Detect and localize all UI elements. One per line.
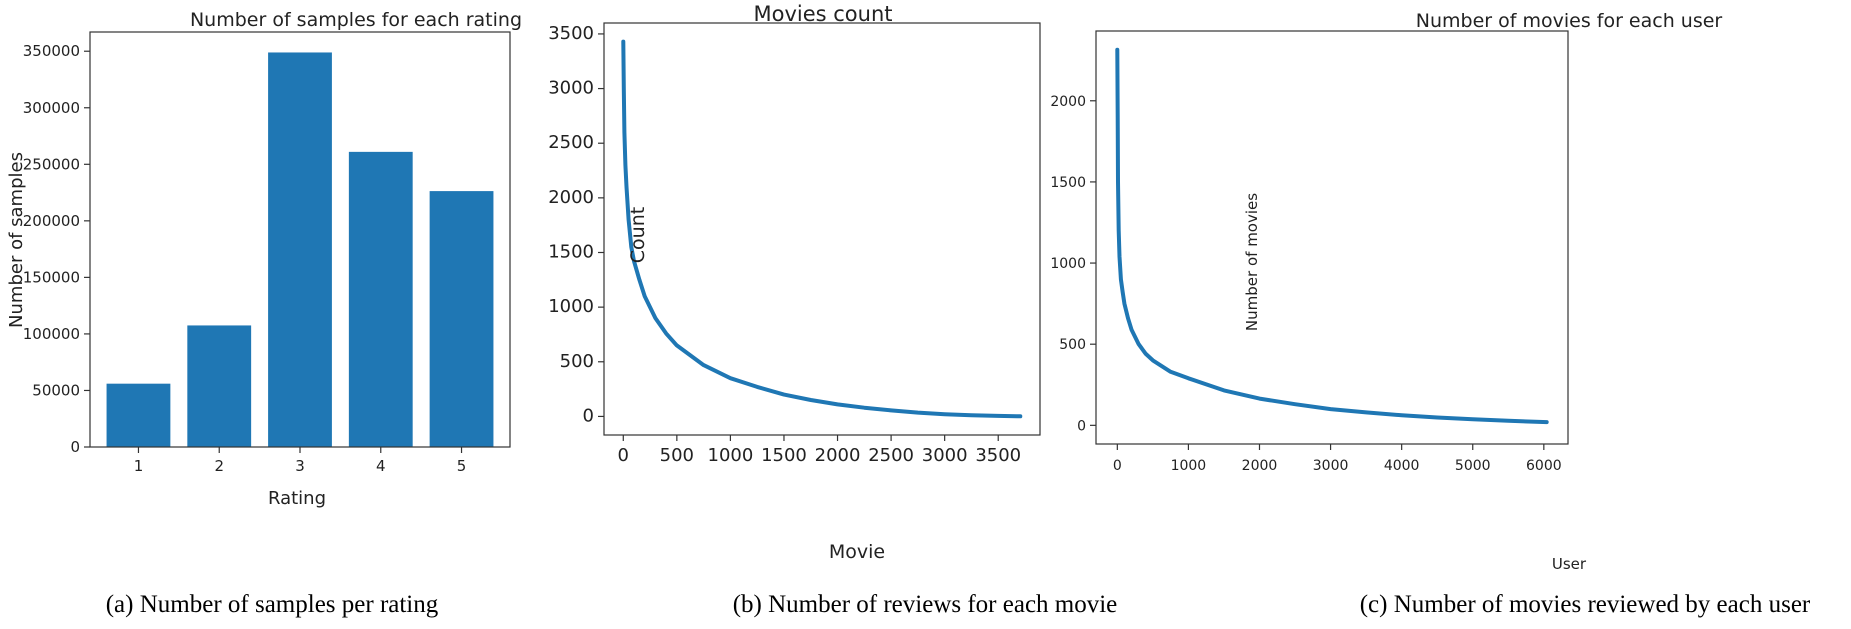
chart-c-y-tick-label: 500 [1059,337,1086,353]
chart-a-x-tick-label: 3 [295,457,305,475]
chart-b-x-tick-label: 2500 [868,445,914,466]
chart-b-x-tick-label: 0 [618,445,629,466]
chart-a-y-tick-label: 150000 [23,268,80,286]
chart-c-caption: (c) Number of movies reviewed by each us… [1360,591,1811,618]
chart-c-y-ticks: 0 500 1000 1500 2000 [1050,94,1096,434]
chart-b-y-tick-label: 3000 [548,78,594,99]
chart-b-y-tick-label: 1000 [548,296,594,317]
chart-b-y-tick-label: 2000 [548,187,594,208]
chart-c-x-axis-label: User [1552,555,1587,573]
chart-a-bar [187,325,252,447]
chart-c-plot-frame [1095,30,1569,445]
chart-c-x-tick-label: 2000 [1242,458,1278,474]
panel-a: Number of samples for each rating 0 50000… [6,9,522,618]
chart-c-y-axis-label: Number of movies [1243,193,1261,331]
chart-b-x-tick-label: 1000 [708,445,754,466]
chart-b-marks [621,39,1023,419]
chart-a-x-tick-label: 4 [376,457,386,475]
chart-a-y-tick-label: 0 [70,438,80,456]
chart-c-y-tick-label: 2000 [1050,94,1086,110]
chart-b-y-ticks: 0 500 1000 1500 2000 2500 3000 3500 [548,23,604,426]
chart-a-y-tick-label: 200000 [23,212,80,230]
chart-a-bar [268,52,332,447]
chart-b-x-ticks: 0 500 1000 1500 2000 2500 3000 3500 [618,435,1021,466]
chart-b-x-tick-label: 1500 [761,445,807,466]
chart-b-y-tick-label: 1500 [548,241,594,262]
chart-c-y-tick-label: 1000 [1050,256,1086,272]
chart-a-y-ticks: 0 50000 100000 150000 200000 250000 300000 3500… [23,42,90,456]
chart-a-bar [429,191,494,447]
chart-c-title: Number of movies for each user [1416,10,1723,32]
chart-b-y-tick-label: 0 [583,405,594,426]
chart-a-y-axis-label: Number of samples [6,152,27,328]
chart-b-x-tick-label: 3500 [975,445,1021,466]
chart-a-y-tick-label: 350000 [23,42,80,60]
chart-a-y-tick-label: 300000 [23,99,80,117]
chart-a-title: Number of samples for each rating [190,9,522,31]
chart-b-x-tick-label: 2000 [815,445,861,466]
chart-c-marks [1115,47,1549,425]
chart-a-plot-frame [89,31,511,448]
chart-c-y-tick-label: 0 [1077,418,1086,434]
chart-c-x-tick-label: 6000 [1526,458,1562,474]
chart-c-series-line [1115,47,1549,425]
chart-b-y-axis-label: Count [627,207,649,263]
chart-c-y-tick-label: 1500 [1050,175,1086,191]
chart-a-x-axis-label: Rating [268,488,326,509]
chart-a-x-ticks: 1 2 3 4 5 [134,447,467,475]
chart-a-marks [106,52,494,447]
chart-a-y-tick-label: 50000 [32,381,80,399]
chart-b-x-axis-label: Movie [829,541,885,563]
chart-b-series-line [621,39,1023,419]
chart-c-x-tick-label: 3000 [1313,458,1349,474]
chart-c-x-ticks: 0 1000 2000 3000 4000 5000 6000 [1113,444,1562,474]
panel-c: Number of movies for each user 0 500 1000 1… [1050,10,1811,618]
chart-b-x-tick-label: 500 [660,445,694,466]
chart-c-x-tick-label: 4000 [1384,458,1420,474]
chart-a-caption: (a) Number of samples per rating [106,591,439,618]
chart-c-x-tick-label: 0 [1113,458,1122,474]
chart-a-x-tick-label: 2 [214,457,224,475]
chart-a-y-tick-label: 250000 [23,155,80,173]
chart-b-y-tick-label: 2500 [548,132,594,153]
chart-a-x-tick-label: 5 [457,457,467,475]
chart-b-x-tick-label: 3000 [922,445,968,466]
chart-a-bar [106,383,171,447]
chart-c-x-tick-label: 5000 [1455,458,1491,474]
chart-b-caption: (b) Number of reviews for each movie [733,591,1118,618]
chart-c-x-tick-label: 1000 [1171,458,1207,474]
chart-b-title: Movies count [753,2,892,26]
chart-a-bar [348,151,413,447]
panel-b: Movies count 0 500 1000 1500 2000 2500 3000 350… [548,2,1117,618]
chart-a-x-tick-label: 1 [134,457,144,475]
chart-b-y-tick-label: 3500 [548,23,594,44]
chart-a-y-tick-label: 100000 [23,325,80,343]
chart-b-plot-frame [603,22,1041,436]
chart-b-y-tick-label: 500 [560,351,594,372]
